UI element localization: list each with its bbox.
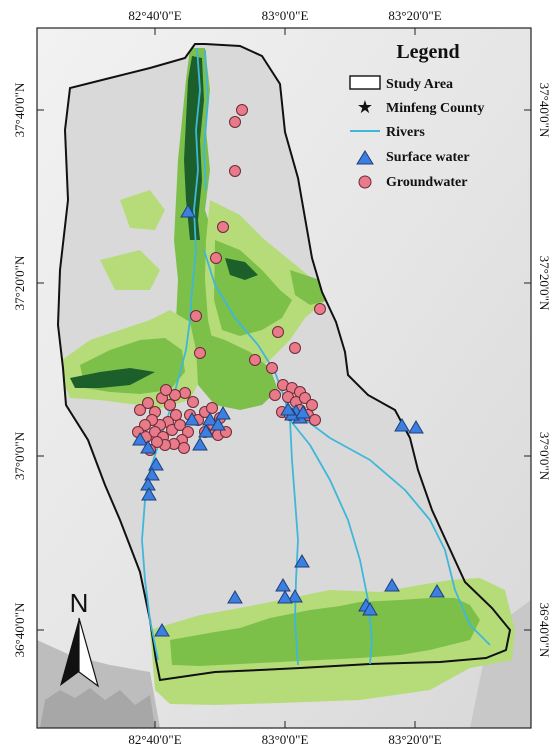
legend-label-rivers: Rivers [386, 125, 425, 140]
groundwater-site [314, 303, 326, 315]
groundwater-site [229, 165, 241, 177]
surface-water-site [210, 417, 226, 431]
surface-water-site [280, 402, 296, 416]
map-border [36, 27, 532, 729]
groundwater-site [236, 104, 248, 116]
legend-label-minfeng-county: Minfeng County [386, 101, 484, 116]
surface-water-site [154, 623, 170, 637]
groundwater-sites [132, 104, 326, 456]
groundwater-site [206, 402, 218, 414]
surface-water-site [132, 432, 148, 446]
right-tick-2: 37°20'0"N [537, 256, 550, 311]
north-arrow-icon [60, 618, 79, 686]
left-tick-3: 37°0'0"N [12, 431, 27, 480]
groundwater-site [309, 414, 321, 426]
surface-water-site [294, 554, 310, 568]
groundwater-site [269, 389, 281, 401]
left-tick-2: 37°20'0"N [12, 255, 27, 310]
groundwater-site [178, 442, 190, 454]
surface-water-site [184, 412, 200, 426]
legend: Legend Study Area ★ Minfeng County River… [349, 41, 484, 190]
groundwater-site [299, 392, 311, 404]
surface-water-site [198, 424, 214, 438]
surface-water-site [275, 578, 291, 592]
groundwater-site [182, 426, 194, 438]
left-tick-4: 36°40'0"N [12, 602, 27, 657]
left-tick-1: 37°40'0"N [12, 82, 27, 137]
groundwater-site [217, 221, 229, 233]
legend-label-surface-water: Surface water [386, 150, 470, 165]
top-tick-1: 82°40'0"E [128, 8, 181, 23]
legend-label-groundwater: Groundwater [386, 175, 467, 190]
surface-water-site [202, 412, 218, 426]
top-tick-3: 83°20'0"E [388, 8, 441, 23]
bottom-tick-3: 83°20'0"E [388, 732, 441, 747]
groundwater-site [210, 252, 222, 264]
groundwater-site [289, 342, 301, 354]
groundwater-site [266, 362, 278, 374]
surface-water-site [429, 584, 445, 598]
graticule-ticks [37, 28, 531, 728]
surface-water-site [408, 420, 424, 434]
surface-water-site [141, 487, 157, 501]
groundwater-site [194, 347, 206, 359]
surface-water-site [180, 204, 196, 218]
study-area-boundary [56, 43, 512, 682]
groundwater-site [151, 436, 163, 448]
groundwater-site [229, 116, 241, 128]
groundwater-site [187, 396, 199, 408]
surface-water-site [394, 418, 410, 432]
surface-water-site [277, 590, 293, 604]
surface-water-site [192, 437, 208, 451]
surface-water-sites [132, 204, 445, 637]
circle-icon [358, 175, 372, 189]
surface-water-site [295, 405, 311, 419]
surface-water-site [140, 440, 156, 454]
right-tick-3: 37°0'0"N [537, 432, 550, 481]
legend-title: Legend [396, 41, 459, 63]
north-arrow-outline [78, 617, 100, 688]
surface-water-site [148, 457, 164, 471]
north-label: N [70, 588, 89, 618]
groundwater-site [169, 389, 181, 401]
groundwater-site [142, 397, 154, 409]
surface-water-site [287, 589, 303, 603]
surface-water-site [362, 602, 378, 616]
groundwater-site [249, 354, 261, 366]
bottom-tick-2: 83°0'0"E [262, 732, 309, 747]
surface-water-site [227, 590, 243, 604]
bottom-tick-1: 82°40'0"E [128, 732, 181, 747]
legend-label-study-area: Study Area [386, 77, 453, 92]
groundwater-site [306, 399, 318, 411]
surface-water-site [144, 467, 160, 481]
groundwater-site [190, 310, 202, 322]
groundwater-site [134, 404, 146, 416]
north-arrow: N [60, 588, 100, 688]
groundwater-site [139, 419, 151, 431]
star-icon: ★ [357, 97, 373, 117]
surface-water-site [215, 406, 231, 420]
right-tick-4: 36°40'0"N [537, 603, 550, 658]
top-tick-2: 83°0'0"E [262, 8, 309, 23]
groundwater-site [170, 409, 182, 421]
surface-water-site [384, 578, 400, 592]
groundwater-site [164, 399, 176, 411]
right-tick-1: 37°40'0"N [537, 83, 550, 138]
study-area-polygon [58, 44, 510, 680]
groundwater-site [272, 326, 284, 338]
study-area-swatch [349, 75, 381, 90]
groundwater-site [179, 387, 191, 399]
triangle-icon [356, 150, 374, 165]
groundwater-site [160, 384, 172, 396]
